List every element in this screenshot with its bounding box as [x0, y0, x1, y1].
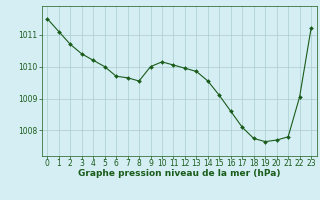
X-axis label: Graphe pression niveau de la mer (hPa): Graphe pression niveau de la mer (hPa): [78, 169, 280, 178]
